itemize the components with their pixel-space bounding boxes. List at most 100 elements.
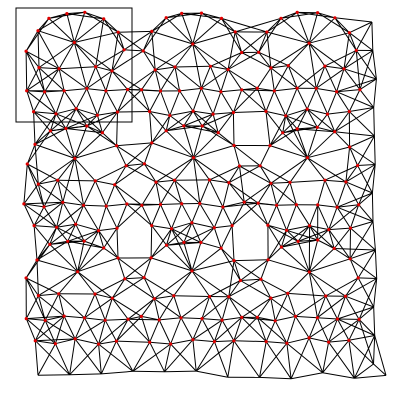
- mesh-edge: [270, 292, 288, 299]
- mesh-edge: [115, 318, 129, 342]
- mesh-vertex: [240, 88, 244, 92]
- mesh-edge: [308, 32, 350, 44]
- mesh-edge: [86, 125, 103, 134]
- mesh-edge: [192, 110, 203, 127]
- mesh-edge: [348, 89, 361, 112]
- mesh-edge: [270, 181, 291, 184]
- mesh-vertex: [140, 203, 144, 207]
- mesh-edge: [183, 113, 214, 127]
- mesh-vertex: [180, 202, 184, 206]
- mesh-vertex: [264, 109, 268, 113]
- mesh-edge: [193, 157, 230, 184]
- mesh-edge: [256, 297, 272, 318]
- mesh-edge: [105, 184, 116, 207]
- mesh-edge: [348, 32, 357, 51]
- mesh-vertex: [356, 276, 360, 280]
- mesh-edge: [144, 163, 175, 181]
- mesh-edge: [209, 179, 229, 184]
- mesh-edge: [83, 180, 96, 206]
- mesh-edge: [166, 125, 203, 132]
- mesh-edge: [56, 226, 85, 242]
- mesh-vertex: [221, 205, 225, 209]
- mesh-vertex: [325, 112, 330, 116]
- mesh-edge: [58, 293, 85, 319]
- mesh-edge: [98, 227, 118, 232]
- mesh-edge: [199, 203, 215, 228]
- mesh-edge: [123, 30, 153, 51]
- mesh-vertex: [125, 87, 130, 92]
- mesh-edge: [149, 111, 170, 116]
- mesh-edge: [111, 297, 129, 320]
- mesh-edge: [349, 258, 359, 279]
- mesh-edge: [233, 317, 243, 341]
- mesh-edge: [37, 30, 40, 68]
- mesh-edge: [221, 17, 268, 33]
- mesh-edge: [37, 343, 56, 376]
- mesh-vertex: [211, 112, 215, 116]
- mesh-vertex: [232, 339, 236, 343]
- mesh-edge: [56, 202, 64, 228]
- mesh-edge: [257, 316, 288, 344]
- mesh-vertex: [65, 12, 69, 16]
- mesh-edge: [171, 228, 202, 243]
- mesh-edge: [241, 52, 272, 69]
- mesh-edge: [74, 31, 119, 43]
- mesh-edge: [95, 49, 125, 68]
- mesh-vertex: [191, 42, 195, 46]
- mesh-edge: [322, 342, 330, 373]
- mesh-edge: [306, 108, 318, 128]
- mesh-vertex: [327, 340, 331, 344]
- mesh-edge: [214, 317, 243, 342]
- mesh-edge: [231, 201, 245, 226]
- mesh-edge: [83, 204, 107, 207]
- mesh-edge: [280, 230, 288, 248]
- mesh-edge: [151, 225, 172, 230]
- mesh-edge: [228, 296, 243, 318]
- mesh-edge: [317, 229, 330, 241]
- mesh-edge: [317, 317, 338, 320]
- mesh-edge: [201, 125, 235, 146]
- mesh-vertex: [284, 114, 288, 118]
- mesh-edge: [191, 222, 202, 243]
- mesh-vertex: [279, 16, 283, 20]
- mesh-edge: [316, 113, 328, 128]
- mesh-vertex: [104, 204, 108, 208]
- mesh-edge: [165, 17, 194, 45]
- mesh-edge: [98, 230, 119, 259]
- mesh-edge: [166, 12, 202, 19]
- mesh-edge: [151, 204, 161, 226]
- mesh-edge: [27, 163, 58, 181]
- mesh-vertex: [264, 340, 268, 344]
- mesh-edge: [306, 127, 318, 158]
- mesh-edge: [234, 31, 243, 53]
- mesh-edge: [34, 340, 70, 376]
- mesh-edge: [96, 115, 103, 133]
- mesh-edge: [57, 158, 76, 181]
- mesh-vertex: [231, 110, 235, 115]
- mesh-vertex: [102, 17, 106, 21]
- mesh-edge: [227, 340, 235, 378]
- mesh-edge: [220, 247, 235, 261]
- mesh-edge: [37, 30, 60, 69]
- mesh-edge: [270, 297, 296, 317]
- mesh-edge: [334, 131, 350, 148]
- mesh-edge: [257, 87, 275, 92]
- mesh-edge: [315, 65, 326, 89]
- mesh-vertex: [344, 180, 348, 184]
- mesh-vertex: [285, 228, 289, 232]
- mesh-vertex: [115, 226, 119, 230]
- mesh-edge: [34, 128, 67, 145]
- mesh-edge: [287, 271, 310, 294]
- mesh-edge: [243, 182, 272, 203]
- mesh-edge: [286, 229, 299, 242]
- mesh-edge: [265, 341, 292, 380]
- mesh-edge: [149, 341, 171, 345]
- mesh-edge: [117, 257, 145, 278]
- mesh-vertex: [85, 87, 89, 91]
- mesh-edge: [173, 295, 210, 297]
- mesh-edge: [201, 87, 221, 93]
- mesh-edge: [289, 179, 325, 183]
- mesh-vertex: [286, 291, 290, 295]
- mesh-vertex: [227, 295, 231, 299]
- mesh-vertex: [256, 201, 260, 205]
